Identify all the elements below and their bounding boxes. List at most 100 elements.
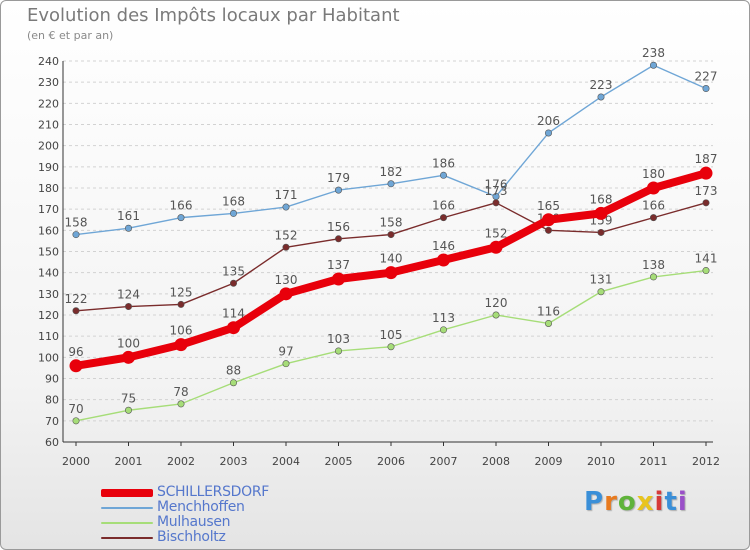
y-tick-label: 170 xyxy=(38,203,59,216)
data-point xyxy=(72,231,80,239)
y-tick-label: 180 xyxy=(38,182,59,195)
x-tick-label: 2010 xyxy=(587,455,615,468)
data-point xyxy=(177,214,185,222)
data-point xyxy=(597,93,605,101)
data-point xyxy=(230,209,238,217)
data-point xyxy=(282,360,290,368)
data-point xyxy=(492,311,500,319)
data-point xyxy=(542,213,555,227)
x-tick-label: 2008 xyxy=(482,455,510,468)
proxiti-logo: Proxiti xyxy=(584,487,688,517)
data-label: 171 xyxy=(275,188,298,202)
data-label: 168 xyxy=(590,192,613,206)
data-point xyxy=(125,406,133,414)
data-label: 114 xyxy=(222,307,245,321)
data-label: 138 xyxy=(642,258,665,272)
y-tick-label: 190 xyxy=(38,161,59,174)
y-tick-label: 90 xyxy=(45,373,59,386)
logo-letter: i xyxy=(677,487,688,517)
data-point xyxy=(647,181,660,195)
data-label: 97 xyxy=(278,345,293,359)
data-point xyxy=(439,214,447,222)
data-label: 70 xyxy=(68,402,83,416)
data-point xyxy=(649,273,657,281)
data-point xyxy=(177,400,185,408)
data-point xyxy=(279,287,293,301)
data-point xyxy=(649,214,657,222)
data-label: 166 xyxy=(432,199,455,213)
data-point xyxy=(334,186,342,194)
logo-letter: P xyxy=(584,487,605,517)
y-tick-label: 120 xyxy=(38,309,59,322)
data-label: 103 xyxy=(327,332,350,346)
data-label: 187 xyxy=(695,152,718,166)
x-tick-label: 2011 xyxy=(640,455,668,468)
data-label: 156 xyxy=(327,220,350,234)
data-point xyxy=(282,203,290,211)
x-tick-label: 2009 xyxy=(535,455,563,468)
legend-label: Bischholtz xyxy=(157,529,226,545)
legend-label: Menchhoffen xyxy=(157,499,245,515)
data-label: 180 xyxy=(642,167,665,181)
data-point xyxy=(492,199,500,207)
data-label: 75 xyxy=(121,391,136,405)
data-label: 135 xyxy=(222,264,245,278)
x-tick-label: 2012 xyxy=(692,455,720,468)
data-point xyxy=(334,235,342,243)
data-point xyxy=(439,326,447,334)
data-label: 96 xyxy=(68,345,83,359)
data-point xyxy=(544,226,552,234)
data-point xyxy=(174,338,188,352)
data-point xyxy=(387,180,395,188)
legend-label: Mulhausen xyxy=(157,514,231,530)
data-label: 161 xyxy=(117,209,140,223)
data-point xyxy=(702,199,710,207)
data-label: 158 xyxy=(380,216,403,230)
data-label: 124 xyxy=(117,288,140,302)
data-label: 113 xyxy=(432,311,455,325)
y-tick-label: 220 xyxy=(38,97,59,110)
chart-title: Evolution des Impôts locaux par Habitant xyxy=(27,5,400,26)
legend-swatch xyxy=(101,506,153,509)
data-point xyxy=(649,61,657,69)
logo-letter: t xyxy=(664,487,678,517)
y-tick-label: 60 xyxy=(45,436,59,449)
legend-item: SCHILLERSDORF xyxy=(101,485,269,500)
data-point xyxy=(597,228,605,236)
y-tick-label: 100 xyxy=(38,351,59,364)
data-label: 120 xyxy=(485,296,508,310)
x-tick-label: 2003 xyxy=(220,455,248,468)
y-tick-label: 230 xyxy=(38,76,59,89)
data-label: 238 xyxy=(642,46,665,60)
legend: SCHILLERSDORF Menchhoffen Mulhausen Bischho… xyxy=(101,485,269,545)
data-label: 130 xyxy=(275,273,298,287)
y-tick-label: 210 xyxy=(38,119,59,132)
data-point xyxy=(597,288,605,296)
data-point xyxy=(702,85,710,93)
logo-letter: r xyxy=(604,487,618,517)
data-point xyxy=(334,347,342,355)
legend-item: Menchhoffen xyxy=(101,500,269,515)
data-point xyxy=(544,129,552,137)
logo-letter: x xyxy=(636,487,655,517)
data-label: 140 xyxy=(380,252,403,266)
data-point xyxy=(702,267,710,275)
data-label: 137 xyxy=(327,258,350,272)
data-label: 158 xyxy=(65,216,88,230)
data-label: 165 xyxy=(537,199,560,213)
data-label: 116 xyxy=(537,304,560,318)
data-point xyxy=(69,359,83,373)
x-tick-label: 2000 xyxy=(62,455,90,468)
data-label: 125 xyxy=(170,285,193,299)
y-tick-label: 160 xyxy=(38,224,59,237)
data-label: 168 xyxy=(222,194,245,208)
y-tick-label: 80 xyxy=(45,394,59,407)
data-point xyxy=(332,272,345,286)
data-label: 179 xyxy=(327,171,350,185)
data-label: 227 xyxy=(695,70,718,84)
data-point xyxy=(125,303,133,311)
data-label: 186 xyxy=(432,156,455,170)
y-tick-label: 150 xyxy=(38,246,59,259)
data-point xyxy=(384,266,398,280)
